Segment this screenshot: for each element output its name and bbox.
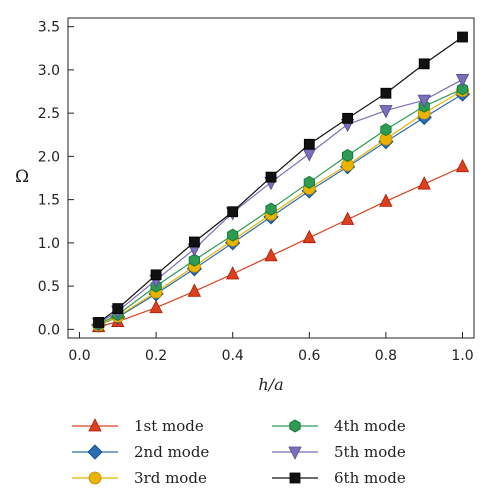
legend-label: 5th mode: [334, 443, 406, 461]
y-axis-title: Ω: [15, 167, 29, 187]
data-point: [264, 247, 278, 262]
legend-item: 3rd mode: [72, 469, 207, 487]
data-point: [265, 171, 277, 183]
series-2: [91, 86, 471, 333]
legend-item: 2nd mode: [72, 443, 209, 461]
data-point: [265, 202, 277, 216]
x-tick-label: 1.0: [451, 348, 473, 364]
x-tick-label: 0.4: [222, 348, 244, 364]
data-point: [188, 236, 200, 248]
data-point: [112, 303, 124, 314]
y-tick-label: 0.5: [38, 279, 60, 295]
data-point: [342, 112, 354, 124]
y-tick-label: 3.5: [38, 20, 60, 36]
data-point: [379, 105, 393, 119]
legend-label: 3rd mode: [134, 469, 207, 487]
x-tick-label: 0.8: [375, 348, 397, 364]
y-tick-label: 2.0: [38, 149, 60, 165]
data-point: [342, 149, 354, 162]
legend-marker: [88, 471, 102, 485]
data-point: [303, 138, 315, 150]
data-point: [379, 193, 393, 207]
data-point: [340, 211, 355, 225]
x-tick-label: 0.6: [298, 348, 320, 364]
data-point: [93, 317, 105, 328]
data-point: [302, 229, 316, 244]
legend-marker: [88, 418, 102, 432]
legend-marker: [289, 419, 301, 433]
x-axis-title: h/a: [258, 375, 283, 394]
x-tick-label: 0.2: [145, 348, 167, 364]
y-tick-label: 1.5: [38, 193, 60, 209]
data-point: [150, 269, 162, 281]
legend-item: 6th mode: [272, 469, 406, 487]
legend: 1st mode 2nd mode 3rd mode 4th mode 5th mode…: [72, 417, 406, 487]
data-point: [302, 148, 316, 162]
y-tick-label: 0.0: [38, 322, 60, 338]
data-point: [457, 31, 468, 43]
data-point: [188, 253, 200, 267]
series-line: [98, 166, 463, 328]
y-tick-label: 3.0: [38, 63, 60, 79]
x-tick-label: 0.0: [68, 348, 90, 364]
data-point: [227, 206, 239, 218]
data-point: [456, 82, 469, 96]
y-tick-label: 1.0: [38, 236, 60, 252]
data-point: [380, 123, 392, 137]
data-point: [226, 266, 240, 280]
data-point: [417, 94, 431, 109]
data-point: [303, 175, 315, 189]
data-point: [455, 158, 470, 173]
legend-item: 1st mode: [72, 417, 204, 435]
legend-item: 4th mode: [272, 417, 406, 435]
legend-label: 4th mode: [334, 417, 406, 435]
legend-marker: [289, 472, 301, 484]
legend-marker: [288, 446, 302, 460]
legend-marker: [87, 444, 103, 460]
legend-label: 2nd mode: [134, 443, 209, 461]
series-layer: [91, 31, 471, 333]
data-point: [187, 283, 202, 297]
data-point: [380, 87, 392, 99]
legend-item: 5th mode: [272, 443, 406, 461]
data-point: [418, 58, 430, 70]
plot-frame: [67, 17, 475, 339]
axes: 0.0 0.2 0.4 0.6 0.8 1.0 0.0 0.5 1.0 1.5 2.0 2.5 3.0 3…: [38, 20, 474, 364]
legend-label: 1st mode: [134, 417, 204, 435]
y-tick-label: 2.5: [38, 106, 60, 122]
series-6: [93, 31, 468, 328]
data-point: [227, 228, 239, 242]
data-point: [149, 299, 163, 314]
series-1: [91, 158, 470, 333]
data-point: [455, 74, 470, 88]
data-point: [417, 176, 431, 190]
legend-label: 6th mode: [334, 469, 406, 487]
